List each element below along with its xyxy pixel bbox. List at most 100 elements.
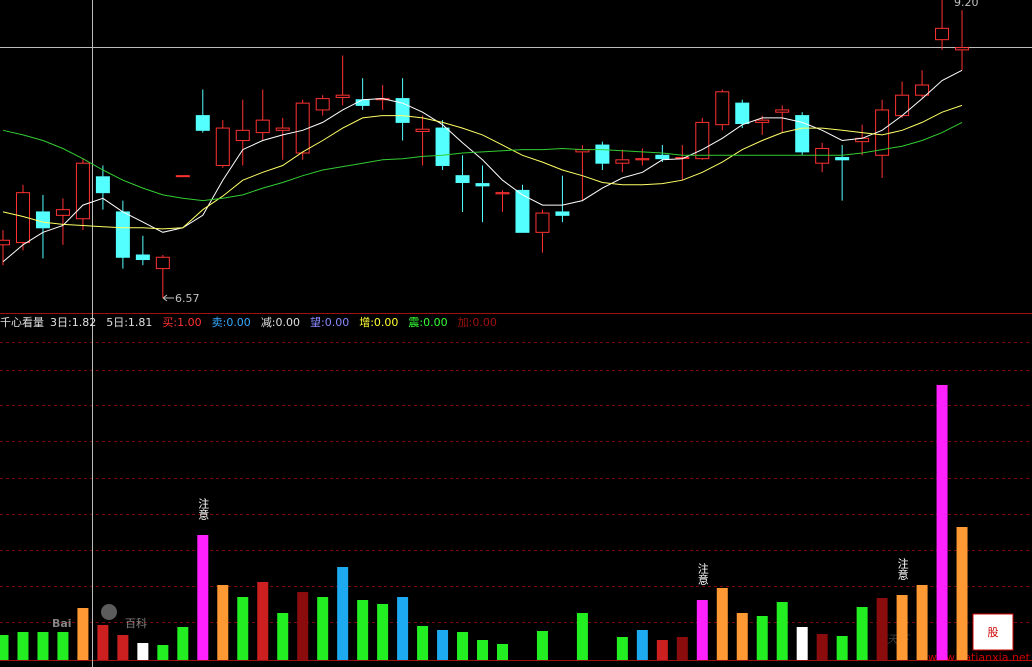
watermark-left-b: 百科 [125, 616, 147, 630]
candle-body [455, 175, 470, 183]
candle-body [635, 158, 650, 161]
grid [0, 342, 1032, 623]
volume-bar [756, 616, 768, 660]
candle-body [335, 94, 350, 98]
candle-body [75, 162, 90, 220]
volume-bar [37, 632, 49, 660]
watermark-right-box: 股 [988, 626, 999, 639]
candle-body [735, 102, 750, 125]
moving-average [2, 69, 963, 263]
volume-bar [417, 626, 429, 660]
volume-bar [317, 597, 329, 660]
low-arrow-head [162, 294, 168, 302]
candle-body [615, 159, 630, 164]
candle-body [435, 127, 450, 166]
volume-bar [77, 608, 89, 660]
volume-bar [736, 613, 748, 660]
watermark-url: www.datianxia.net [928, 651, 1031, 664]
watermark-paw [101, 604, 117, 620]
volume-bar [896, 595, 908, 660]
volume-bar [297, 592, 309, 660]
candle-body [795, 115, 810, 153]
volume-bar [17, 632, 29, 660]
volume-bar [57, 632, 69, 660]
volume-bar [0, 635, 9, 660]
volume-bar [457, 632, 469, 660]
candle-body [495, 192, 510, 195]
candle-body [835, 157, 850, 161]
candle-body [175, 175, 190, 178]
volume-bar [117, 635, 129, 660]
volume-bar [497, 644, 508, 660]
annotation: 注意 [197, 497, 210, 520]
volume-bar [477, 640, 489, 660]
watermark-box [972, 613, 1014, 651]
candle-body [715, 91, 730, 126]
candle-body [755, 119, 770, 123]
candle-body [895, 94, 910, 117]
candle-body [155, 256, 170, 270]
volume-bar [916, 585, 928, 660]
indicator-item: 震:0.00 [408, 316, 447, 329]
indicator-title: 千心看量 [0, 315, 44, 329]
candle-body [15, 192, 30, 244]
candle-body [115, 211, 130, 258]
candle-body [315, 98, 330, 111]
volume-bar [836, 636, 848, 660]
volume-bar [157, 645, 169, 660]
candle-body [415, 128, 430, 132]
volume-bar [776, 602, 788, 660]
volume-bar [237, 597, 249, 660]
volume-bar [956, 527, 968, 660]
volume-bar [676, 637, 688, 660]
volume-bar [636, 630, 648, 660]
candle-body [595, 144, 610, 164]
volume-bar [796, 627, 808, 660]
candle-body [695, 121, 710, 160]
volume-bar [357, 600, 369, 660]
volume-bar [616, 637, 628, 660]
volume-bar [656, 640, 668, 660]
indicator-legend: 3日:1.82 5日:1.81 买:1.00 卖:0.00 减:0.00 望:0.00 增:… [50, 315, 497, 329]
candle-body [255, 119, 270, 134]
indicator-item: 3日:1.82 [50, 316, 96, 329]
candle-body [135, 254, 150, 261]
volume-bar [856, 607, 868, 660]
candle-body [95, 176, 110, 194]
candle-body [535, 212, 550, 233]
candle-body [935, 27, 950, 41]
candle-body [275, 127, 290, 131]
candle-body [515, 189, 530, 233]
volume-bar [936, 385, 948, 660]
volume-bar [277, 613, 289, 660]
watermark-left-a: Bai [52, 617, 72, 630]
moving-average [2, 121, 963, 202]
volume-bar [337, 567, 349, 660]
volume-bar [716, 588, 728, 660]
candle-body [215, 127, 230, 166]
candle-body [775, 109, 790, 113]
volume-bar [696, 600, 708, 660]
candle-body [195, 115, 210, 131]
candle-body [815, 147, 830, 164]
volume-bar [97, 625, 109, 660]
high-label: 9.20 [954, 0, 979, 9]
volume-bar [876, 598, 888, 660]
indicator-item: 5日:1.81 [106, 316, 152, 329]
volume-bar [536, 631, 548, 660]
candle-body [915, 84, 930, 96]
annotation: 注意 [896, 557, 909, 580]
volume-bar [397, 597, 409, 660]
candle-body [0, 239, 10, 246]
candle-body [235, 129, 250, 142]
indicator-item: 望:0.00 [310, 316, 349, 329]
candle-body [555, 211, 570, 216]
indicator-item: 加:0.00 [458, 316, 497, 329]
indicator-item: 增:0.00 [359, 315, 398, 329]
candle-body [35, 211, 50, 229]
candle-body [955, 47, 970, 51]
annotation: 注意 [696, 562, 709, 585]
